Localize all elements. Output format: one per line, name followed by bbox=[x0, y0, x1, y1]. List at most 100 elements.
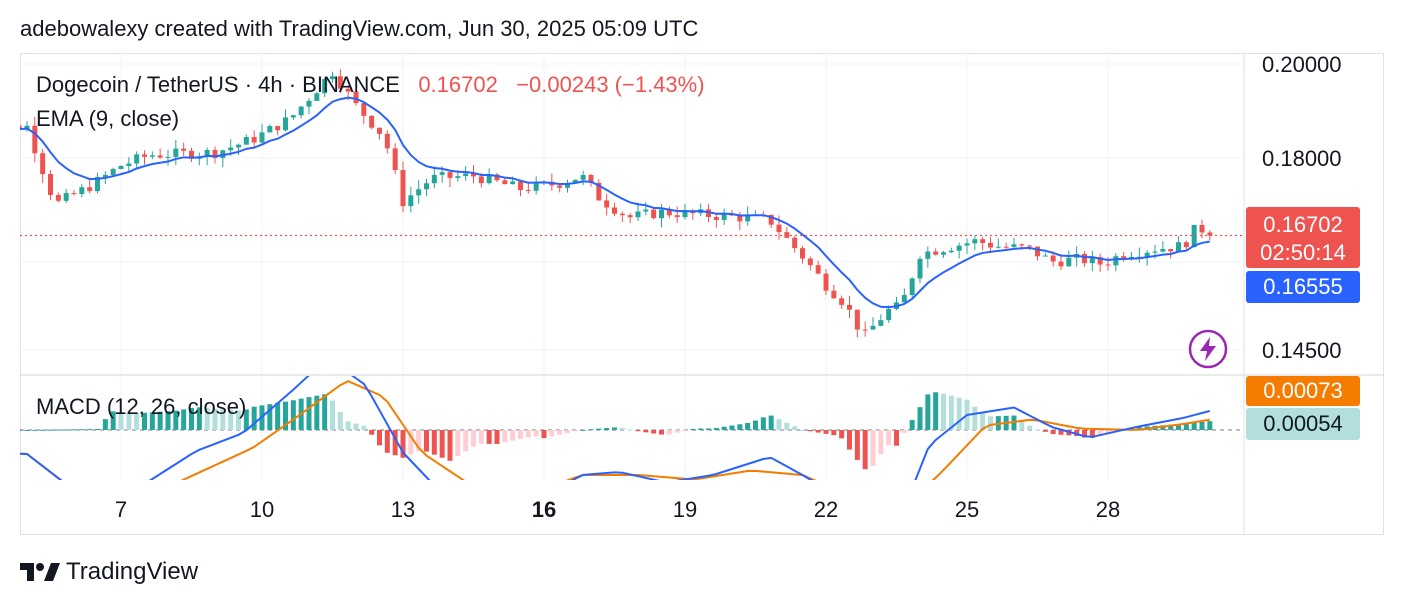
candle-body bbox=[643, 209, 649, 212]
macd-histogram-bar bbox=[925, 394, 931, 430]
candle-body bbox=[831, 290, 837, 299]
macd-histogram-bar bbox=[228, 409, 234, 430]
candle-body bbox=[745, 215, 751, 222]
tradingview-logo[interactable]: TradingView bbox=[20, 558, 198, 586]
macd-histogram-bar bbox=[267, 404, 273, 430]
macd-histogram-bar bbox=[330, 400, 335, 430]
candle-body bbox=[330, 76, 335, 80]
macd-histogram-bar bbox=[126, 412, 132, 430]
macd-histogram-bar bbox=[392, 430, 398, 456]
candle-body bbox=[917, 258, 923, 279]
candle-body bbox=[173, 148, 179, 157]
time-axis-label: 7 bbox=[114, 497, 128, 522]
macd-histogram-bar bbox=[909, 420, 915, 430]
macd-histogram-bar bbox=[32, 429, 38, 431]
candle-body bbox=[236, 144, 241, 148]
candle-body bbox=[1089, 257, 1095, 264]
candle-body bbox=[933, 251, 939, 255]
macd-histogram-bar bbox=[721, 426, 727, 430]
candle-body bbox=[259, 132, 265, 143]
macd-legend[interactable]: MACD (12, 26, close) bbox=[36, 394, 247, 419]
macd-histogram-bar bbox=[737, 424, 743, 430]
lightning-icon[interactable] bbox=[1188, 329, 1228, 369]
candle-body bbox=[134, 154, 140, 164]
macd-histogram-bar bbox=[142, 412, 147, 430]
candle-body bbox=[322, 79, 328, 94]
price-axis-label: 0.20000 bbox=[1262, 52, 1342, 77]
candle-body bbox=[377, 127, 382, 134]
time-axis-label: 25 bbox=[954, 497, 980, 522]
macd-histogram-bar bbox=[48, 429, 53, 431]
candle-body bbox=[800, 248, 805, 259]
candle-body bbox=[337, 76, 343, 89]
macd-histogram-bar bbox=[706, 428, 711, 430]
price-series bbox=[20, 69, 1213, 338]
candle-body bbox=[995, 246, 1001, 248]
candle-body bbox=[1168, 249, 1174, 252]
macd-histogram-bar bbox=[220, 409, 226, 430]
symbol-legend[interactable]: Dogecoin / TetherUS · 4h · BINANCE 0.167… bbox=[36, 72, 705, 98]
macd-histogram-bar bbox=[189, 407, 194, 430]
candle-body bbox=[870, 325, 876, 330]
macd-histogram-bar bbox=[447, 430, 453, 461]
candle-body bbox=[447, 172, 453, 178]
macd-histogram-bar bbox=[20, 430, 22, 431]
macd-histogram-bar bbox=[753, 420, 758, 430]
candle-body bbox=[439, 172, 445, 175]
candle-body bbox=[847, 304, 852, 310]
ema-legend[interactable]: EMA (9, close) bbox=[36, 106, 180, 131]
macd-histogram-bar bbox=[666, 430, 672, 435]
macd-histogram-bar bbox=[400, 430, 406, 458]
macd-histogram-bar bbox=[369, 430, 375, 435]
macd-histogram-bar bbox=[212, 408, 218, 430]
macd-histogram-bar bbox=[831, 430, 837, 436]
candle-body bbox=[878, 320, 884, 326]
macd-histogram-bar bbox=[713, 428, 719, 430]
candle-body bbox=[455, 176, 461, 178]
macd-histogram-bar bbox=[643, 430, 649, 433]
macd-histogram-bar bbox=[173, 410, 179, 430]
candle-body bbox=[181, 148, 187, 151]
candle-body bbox=[862, 329, 868, 331]
macd-histogram-bar bbox=[1199, 422, 1205, 430]
candle-body bbox=[486, 174, 492, 184]
macd-histogram-bar bbox=[1191, 422, 1197, 430]
ema-value-tag: 0.16555 bbox=[1246, 271, 1360, 303]
macd-histogram-bar bbox=[322, 394, 328, 430]
candle-body bbox=[463, 173, 469, 177]
candle-body bbox=[165, 156, 171, 158]
last-price-tag: 0.16702 02:50:14 bbox=[1246, 207, 1360, 268]
candle-body bbox=[424, 183, 429, 190]
macd-histogram-bar bbox=[941, 393, 946, 430]
macd-histogram-bar bbox=[768, 415, 774, 430]
macd-histogram-bar bbox=[71, 429, 77, 431]
macd-histogram-bar bbox=[894, 430, 899, 446]
candle-body bbox=[126, 163, 132, 166]
candle-body bbox=[565, 183, 570, 188]
candle-body bbox=[839, 298, 845, 305]
candle-body bbox=[980, 239, 986, 243]
candle-body bbox=[1011, 244, 1017, 247]
macd-histogram-bar bbox=[1160, 425, 1166, 430]
candle-body bbox=[275, 126, 281, 131]
time-axis-label: 28 bbox=[1095, 497, 1121, 522]
candle-body bbox=[1097, 257, 1103, 265]
candle-body bbox=[32, 125, 38, 154]
macd-histogram-bar bbox=[659, 430, 664, 435]
candle-body bbox=[721, 213, 727, 220]
macd-histogram-bar bbox=[431, 430, 437, 455]
candle-body bbox=[909, 278, 915, 296]
candle-body bbox=[823, 273, 829, 291]
candle-body bbox=[682, 210, 688, 218]
macd-histogram-bar bbox=[9, 430, 14, 431]
macd-histogram-bar bbox=[353, 423, 359, 430]
candle-body bbox=[1191, 224, 1197, 248]
macd-histogram-bar bbox=[690, 428, 696, 430]
last-price-value: 0.16702 bbox=[1263, 212, 1343, 237]
macd-histogram-bar bbox=[455, 430, 461, 457]
candle-body bbox=[557, 185, 563, 188]
candle-body bbox=[941, 252, 946, 255]
macd-histogram-bar bbox=[760, 417, 766, 430]
candle-body bbox=[1105, 264, 1111, 266]
